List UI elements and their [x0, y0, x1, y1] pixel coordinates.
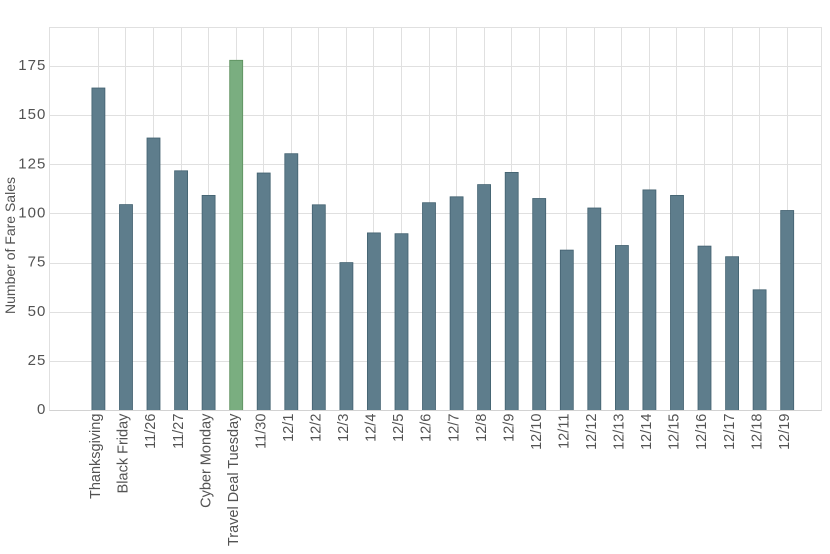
svg-text:12/4: 12/4	[364, 414, 380, 442]
svg-text:25: 25	[28, 352, 47, 369]
svg-text:0: 0	[37, 401, 46, 418]
svg-text:12/5: 12/5	[391, 414, 407, 442]
svg-text:Thanksgiving: Thanksgiving	[88, 414, 104, 499]
svg-text:12/3: 12/3	[336, 414, 352, 442]
svg-text:12/1: 12/1	[281, 414, 297, 442]
svg-text:12/18: 12/18	[749, 414, 765, 450]
svg-text:12/19: 12/19	[777, 414, 793, 450]
svg-text:12/14: 12/14	[639, 414, 655, 450]
svg-text:Black Friday: Black Friday	[116, 413, 132, 494]
svg-text:50: 50	[28, 303, 47, 320]
svg-text:150: 150	[18, 106, 46, 123]
svg-text:12/6: 12/6	[419, 414, 435, 442]
svg-text:Cyber Monday: Cyber Monday	[198, 413, 214, 508]
svg-text:175: 175	[18, 57, 46, 74]
svg-text:75: 75	[28, 254, 47, 271]
svg-text:12/17: 12/17	[722, 414, 738, 450]
svg-text:12/8: 12/8	[474, 414, 490, 442]
svg-text:12/2: 12/2	[309, 414, 325, 442]
svg-text:11/26: 11/26	[143, 414, 159, 449]
svg-text:12/12: 12/12	[584, 414, 600, 450]
svg-text:11/27: 11/27	[171, 414, 187, 449]
svg-text:12/15: 12/15	[667, 414, 683, 450]
svg-text:12/10: 12/10	[529, 414, 545, 450]
svg-text:12/13: 12/13	[612, 414, 628, 450]
svg-text:12/16: 12/16	[694, 414, 710, 450]
svg-text:Number of Fare Sales: Number of Fare Sales	[2, 177, 18, 314]
svg-text:12/9: 12/9	[501, 414, 517, 442]
svg-text:12/11: 12/11	[557, 414, 573, 449]
svg-text:12/7: 12/7	[446, 414, 462, 442]
svg-text:Travel Deal Tuesday: Travel Deal Tuesday	[226, 413, 242, 546]
svg-text:125: 125	[18, 155, 46, 172]
svg-text:11/30: 11/30	[253, 414, 269, 449]
svg-text:100: 100	[18, 205, 46, 222]
